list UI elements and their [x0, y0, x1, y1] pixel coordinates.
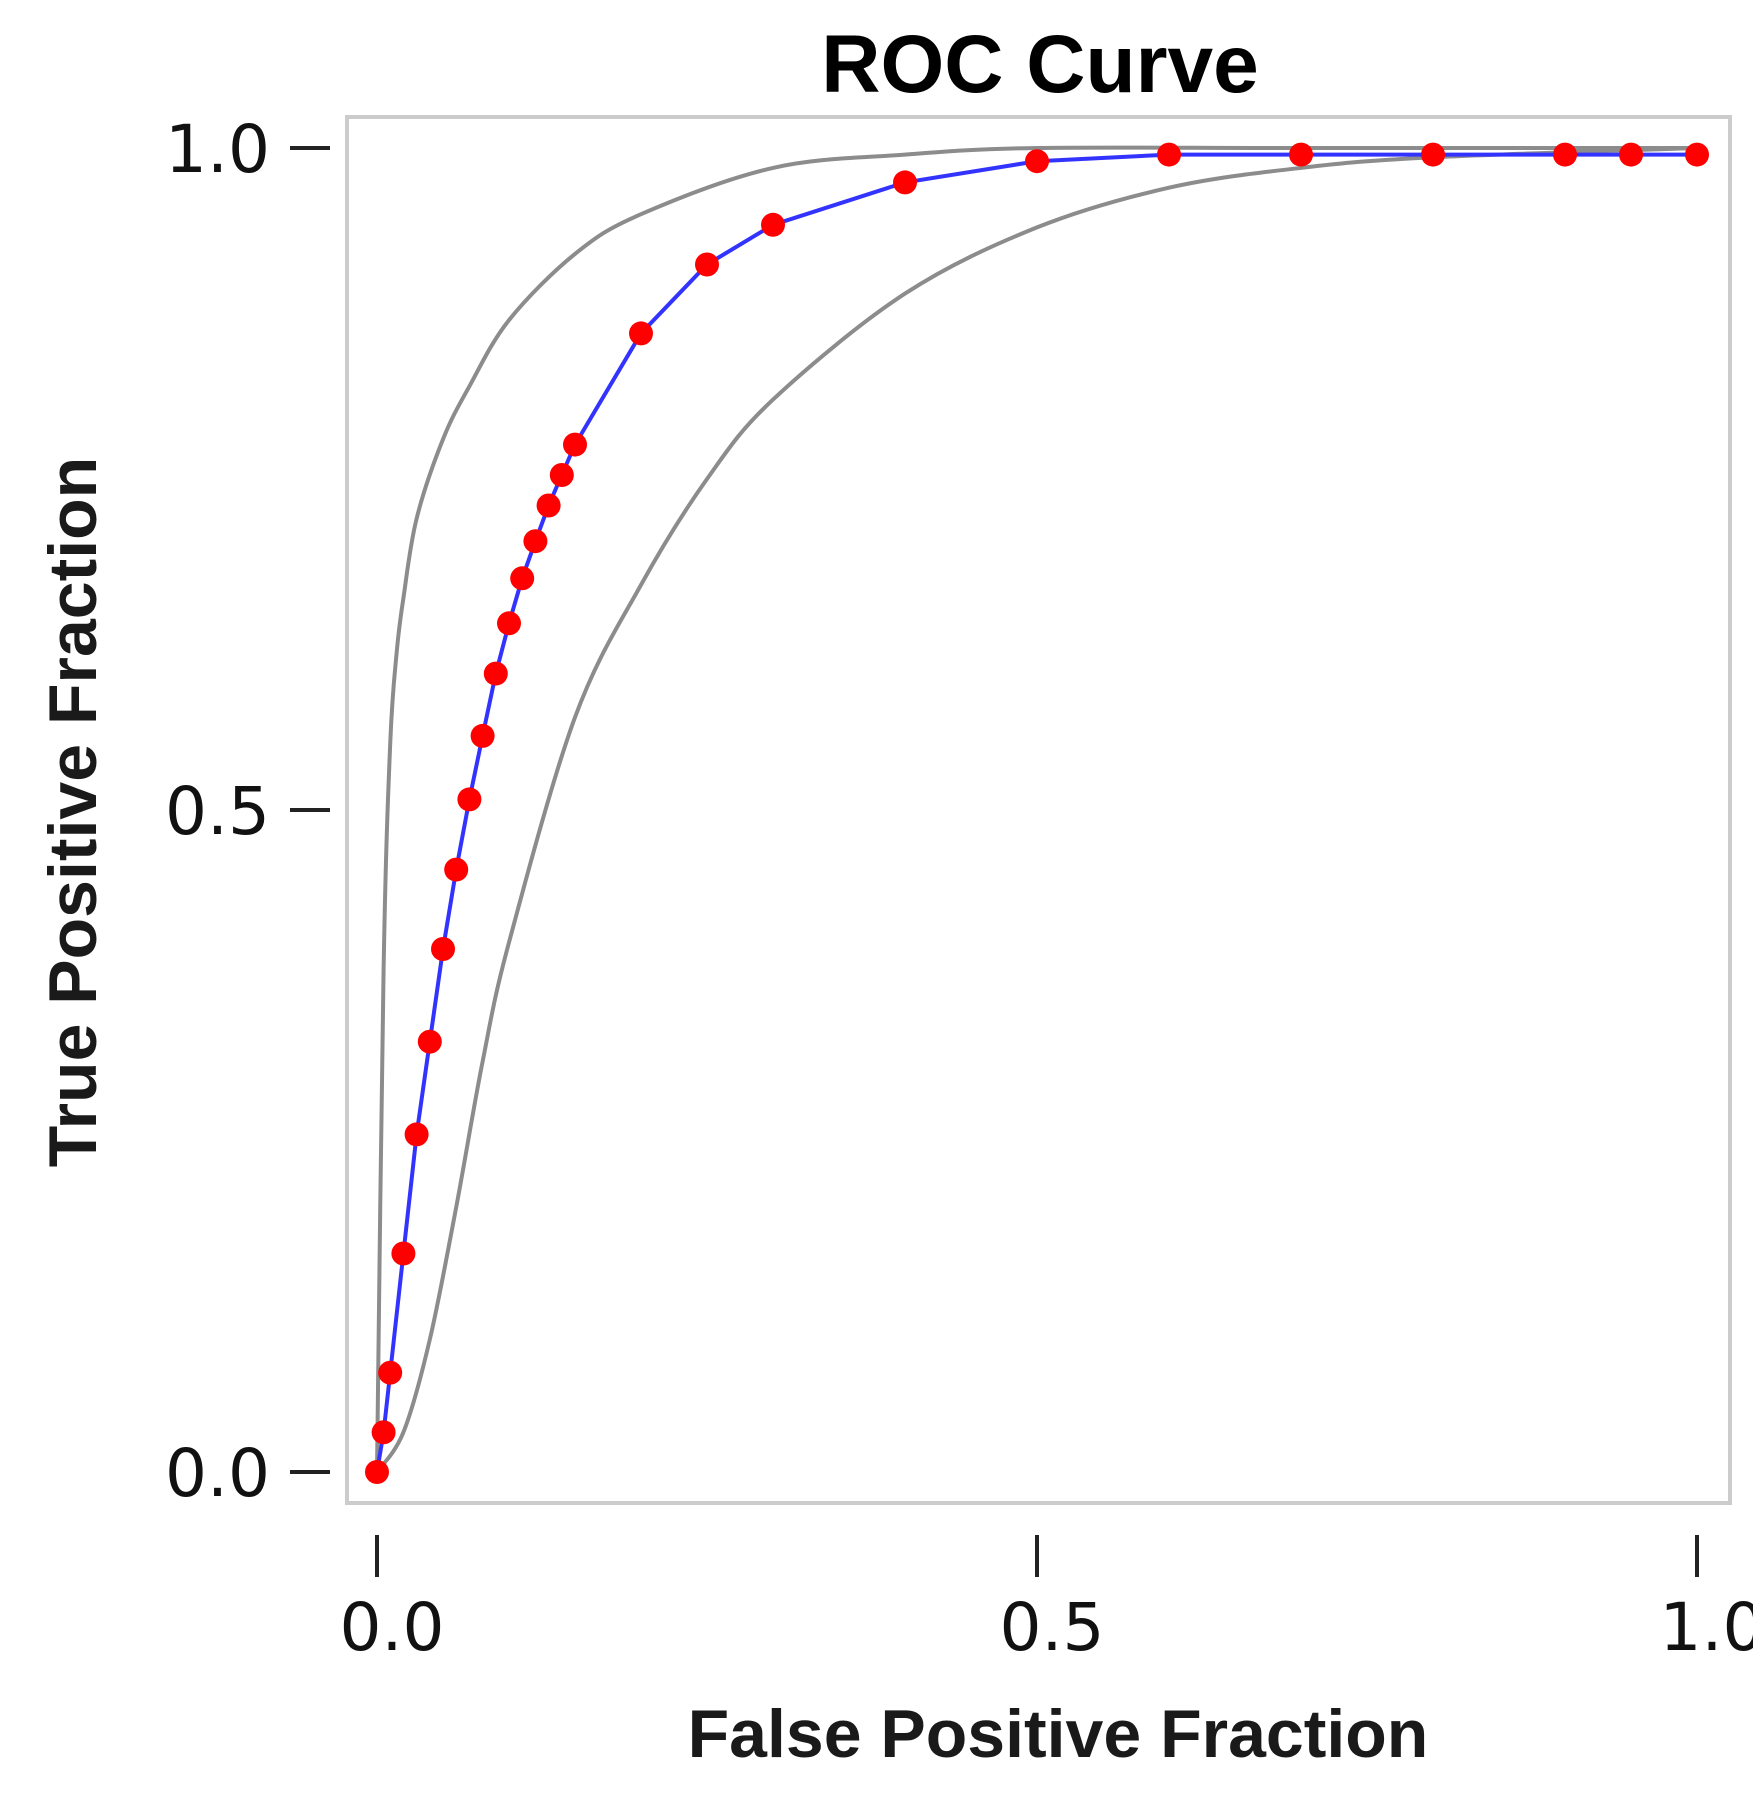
roc-point	[404, 1122, 429, 1147]
plot-frame	[345, 115, 1732, 1505]
lower-confidence-band	[375, 146, 1698, 1474]
roc-point	[371, 1420, 396, 1445]
roc-point	[761, 212, 785, 237]
roc-point	[497, 611, 521, 636]
roc-point	[1025, 149, 1049, 174]
y-axis-title: True Positive Fraction	[35, 457, 111, 1167]
y-tick-label: 1.0	[165, 111, 270, 188]
roc-point	[391, 1241, 416, 1266]
roc-point	[1421, 142, 1445, 167]
roc-point	[563, 432, 587, 457]
chart-title: ROC Curve	[821, 19, 1258, 110]
roc-point	[483, 661, 508, 686]
x-axis: 0.0 0.5 1.0	[340, 1535, 1753, 1666]
x-tick-label: 0.0	[340, 1589, 445, 1666]
roc-point	[1157, 142, 1181, 167]
confidence-bands	[375, 145, 1698, 1474]
y-axis: 0.0 0.5 1.0	[165, 111, 330, 1512]
roc-point	[470, 723, 495, 748]
y-tick-label: 0.5	[165, 773, 270, 850]
roc-line-group	[375, 152, 1697, 1473]
x-axis-title: False Positive Fraction	[688, 1696, 1429, 1772]
roc-point	[549, 463, 574, 487]
roc-point	[536, 493, 561, 518]
roc-point	[417, 1029, 442, 1054]
roc-point	[365, 1460, 389, 1484]
roc-point	[1619, 142, 1643, 167]
roc-line	[375, 152, 1697, 1473]
roc-point	[457, 787, 482, 812]
x-tick-label: 1.0	[1660, 1589, 1753, 1666]
roc-point	[629, 321, 653, 346]
upper-confidence-band	[375, 145, 1697, 1473]
roc-point	[893, 170, 917, 195]
roc-point	[695, 252, 719, 277]
roc-point	[510, 566, 535, 591]
roc-point	[1553, 142, 1577, 167]
roc-points-group	[365, 142, 1709, 1484]
roc-point	[523, 529, 548, 554]
y-tick-label: 0.0	[165, 1435, 270, 1512]
roc-point	[378, 1360, 403, 1385]
roc-point	[1289, 142, 1313, 167]
roc-point	[431, 937, 455, 961]
x-tick-label: 0.5	[1000, 1589, 1105, 1666]
roc-point	[1685, 142, 1709, 167]
roc-point	[444, 857, 469, 882]
